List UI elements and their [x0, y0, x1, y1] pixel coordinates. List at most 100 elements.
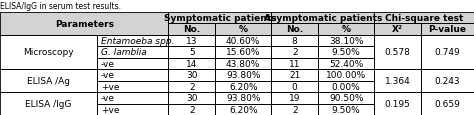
Text: 2: 2 [189, 105, 195, 114]
Bar [215, 35, 271, 47]
Text: 30: 30 [186, 93, 198, 102]
Bar [374, 24, 421, 35]
Bar [215, 81, 271, 92]
Bar [374, 13, 474, 24]
Text: 0.195: 0.195 [385, 99, 410, 108]
Bar [168, 13, 271, 24]
Bar [97, 92, 168, 104]
Bar [97, 69, 168, 81]
Text: 0.243: 0.243 [435, 76, 460, 85]
Text: 6.20%: 6.20% [229, 105, 257, 114]
Bar [271, 69, 318, 81]
Bar [318, 58, 374, 69]
Text: 13: 13 [186, 37, 198, 46]
Bar [421, 35, 474, 69]
Bar [168, 92, 215, 104]
Bar [168, 13, 271, 24]
Text: 100.00%: 100.00% [326, 71, 366, 80]
Bar [318, 69, 374, 81]
Text: 2: 2 [292, 105, 298, 114]
Text: ELISA /Ag: ELISA /Ag [27, 76, 70, 85]
Text: 9.50%: 9.50% [332, 48, 361, 57]
Text: -ve: -ve [101, 59, 115, 68]
Text: G. lamblia: G. lamblia [101, 48, 147, 57]
Bar [215, 24, 271, 35]
Bar [97, 47, 168, 58]
Text: 15.60%: 15.60% [226, 48, 261, 57]
Text: 2: 2 [189, 82, 195, 91]
Bar [97, 81, 168, 92]
Bar [421, 92, 474, 115]
Text: 14: 14 [186, 59, 198, 68]
Text: No.: No. [183, 25, 201, 34]
Bar [0, 13, 168, 35]
Text: %: % [239, 25, 248, 34]
Text: Microscopy: Microscopy [23, 48, 73, 57]
Text: 90.50%: 90.50% [329, 93, 364, 102]
Text: ELISA/IgG in serum test results.: ELISA/IgG in serum test results. [0, 2, 121, 11]
Text: -ve: -ve [101, 71, 115, 80]
Bar [374, 92, 421, 115]
Bar [271, 24, 318, 35]
Bar [271, 24, 318, 35]
Bar [168, 58, 215, 69]
Text: Symptomatic patients: Symptomatic patients [164, 14, 276, 23]
Bar [0, 35, 97, 69]
Bar [168, 81, 215, 92]
Bar [271, 81, 318, 92]
Text: +ve: +ve [101, 105, 119, 114]
Text: 0.659: 0.659 [435, 99, 460, 108]
Text: Parameters: Parameters [55, 20, 114, 29]
Text: 21: 21 [289, 71, 301, 80]
Text: 2: 2 [292, 48, 298, 57]
Bar [168, 24, 215, 35]
Text: 1.364: 1.364 [385, 76, 410, 85]
Bar [97, 35, 168, 47]
Text: P-value: P-value [428, 25, 466, 34]
Bar [0, 13, 168, 35]
Bar [215, 69, 271, 81]
Bar [168, 69, 215, 81]
Bar [215, 24, 271, 35]
Text: 0: 0 [292, 82, 298, 91]
Bar [318, 104, 374, 115]
Bar [318, 24, 374, 35]
Bar [421, 24, 474, 35]
Text: 93.80%: 93.80% [226, 71, 261, 80]
Bar [374, 69, 421, 92]
Text: 19: 19 [289, 93, 301, 102]
Bar [421, 69, 474, 92]
Bar [374, 13, 474, 24]
Text: 8: 8 [292, 37, 298, 46]
Bar [271, 13, 374, 24]
Bar [271, 92, 318, 104]
Bar [0, 92, 97, 115]
Text: +ve: +ve [101, 82, 119, 91]
Text: 6.20%: 6.20% [229, 82, 257, 91]
Text: 0.749: 0.749 [435, 48, 460, 57]
Bar [215, 47, 271, 58]
Bar [318, 24, 374, 35]
Bar [271, 13, 374, 24]
Text: 0.578: 0.578 [385, 48, 410, 57]
Bar [168, 104, 215, 115]
Text: No.: No. [286, 25, 303, 34]
Text: Entamoeba spp.: Entamoeba spp. [101, 37, 174, 46]
Bar [421, 24, 474, 35]
Text: 11: 11 [289, 59, 301, 68]
Text: -ve: -ve [101, 93, 115, 102]
Bar [318, 47, 374, 58]
Text: 43.80%: 43.80% [226, 59, 260, 68]
Bar [0, 69, 97, 92]
Bar [215, 104, 271, 115]
Bar [97, 58, 168, 69]
Bar [271, 47, 318, 58]
Bar [215, 58, 271, 69]
Bar [168, 24, 215, 35]
Text: 5: 5 [189, 48, 195, 57]
Text: 30: 30 [186, 71, 198, 80]
Bar [215, 92, 271, 104]
Text: 9.50%: 9.50% [332, 105, 361, 114]
Bar [97, 104, 168, 115]
Bar [271, 58, 318, 69]
